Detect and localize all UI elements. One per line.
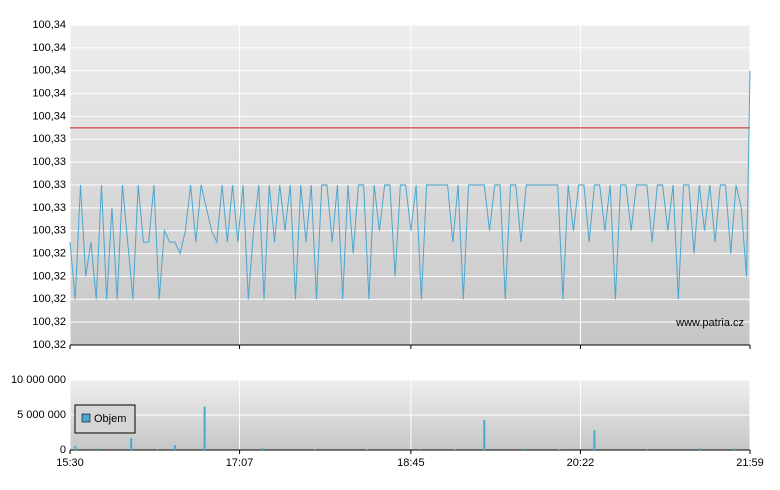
volume-bar [523,448,526,450]
volume-bar [418,448,421,450]
y-tick-label: 100,34 [32,65,66,77]
layer: 100,32 100,32 100,32 100,32 100,32 100,33 100,… [11,19,764,469]
y-tick-label: 10 000 000 [11,374,66,386]
y-tick-label: 100,32 [32,247,66,259]
x-tick-label: 15:30 [56,457,84,469]
y-tick-label: 5 000 000 [17,409,66,421]
y-tick-label: 100,34 [32,42,66,54]
y-tick-label: 100,33 [32,179,66,191]
y-tick-label: 100,33 [32,225,66,237]
y-tick-label: 0 [60,444,66,456]
volume-bar [203,406,206,450]
volume-bar [645,448,648,450]
volume-bar [366,449,369,450]
y-tick-label: 100,34 [32,19,66,31]
y-tick-label: 100,34 [32,110,66,122]
y-tick-label: 100,32 [32,316,66,328]
y-tick-label: 100,32 [32,270,66,282]
y-tick-label: 100,33 [32,133,66,145]
y-tick-label: 100,33 [32,202,66,214]
y-tick-label: 100,32 [32,339,66,351]
volume-bar [156,448,159,450]
volume-bar [74,445,77,450]
watermark: www.patria.cz [675,317,744,329]
x-tick-label: 20:22 [567,457,595,469]
volume-bar [733,448,736,450]
y-tick-label: 100,33 [32,156,66,168]
x-tick-label: 17:07 [226,457,254,469]
volume-bar [95,448,98,450]
volume-bar [130,438,133,450]
volume-bar [483,419,486,450]
volume-bar [313,448,316,450]
x-tick-label: 18:45 [397,457,425,469]
volume-bar [558,449,561,450]
volume-bar [453,449,456,450]
x-tick-label: 21:59 [736,457,764,469]
y-tick-label: 100,32 [32,293,66,305]
volume-bar [261,448,264,450]
legend-swatch [81,413,91,423]
volume-bar [593,430,596,450]
legend-label: Objem [94,413,126,425]
price-line [69,70,751,300]
volume-bar [698,448,701,450]
volume-bar [173,445,176,450]
y-tick-label: 100,34 [32,87,66,99]
